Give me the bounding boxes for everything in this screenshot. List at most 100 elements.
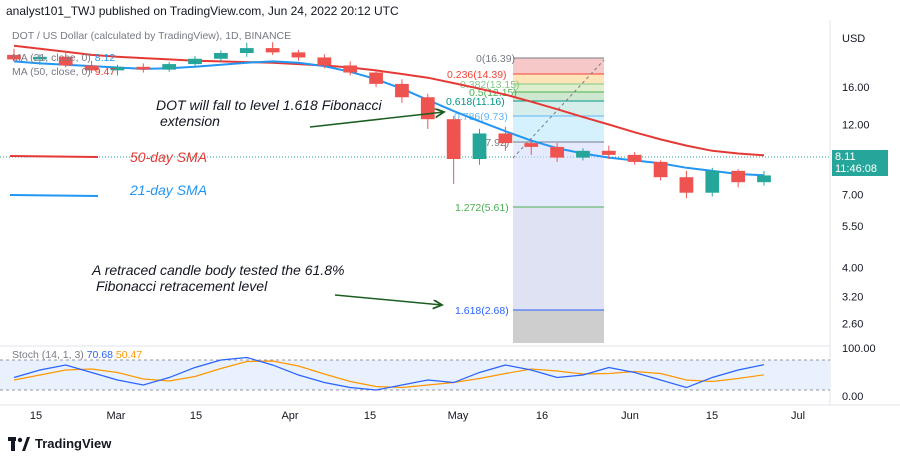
candle-body (239, 48, 254, 54)
price-tick: 3.20 (842, 291, 863, 303)
candle-body (653, 161, 668, 178)
last-price-tag: 8.11 11:46:08 (832, 150, 888, 176)
candle-body (32, 56, 47, 60)
time-tick: May (448, 410, 469, 422)
annotation-arrow (334, 294, 442, 305)
annotation-fall-text: DOT will fall to level 1.618 Fibonacci ex… (156, 97, 383, 129)
candle-body (188, 58, 202, 65)
stoch-k-line (13, 356, 765, 391)
candle-body (524, 143, 539, 147)
time-tick: 16 (536, 410, 548, 422)
candle-body (369, 72, 383, 84)
fib-band (513, 74, 604, 84)
fib-level-label: 1.618(2.68) (455, 305, 509, 317)
time-tick: Jul (791, 410, 805, 422)
ma21-label: MA (21, close, 0) (12, 52, 91, 64)
candle-body (395, 83, 409, 98)
candle-body (136, 66, 151, 70)
sma50-key-label: 50-day SMA (130, 149, 207, 165)
fib-band (513, 92, 604, 101)
sma50-key-line (9, 155, 99, 158)
price-tick: 16.00 (842, 82, 870, 94)
time-tick: 15 (30, 410, 42, 422)
stoch-legend: Stoch (14, 1, 3) 70.68 50.47 (12, 349, 142, 361)
time-tick: Apr (281, 410, 298, 422)
candle-body (162, 64, 177, 70)
candle-body (679, 177, 694, 193)
time-tick: 15 (706, 410, 718, 422)
sma50-line (13, 44, 765, 157)
fib-band (513, 58, 604, 74)
candle-body (58, 56, 73, 66)
axis-labels: 16.0012.009.007.005.504.003.202.60USD15M… (30, 33, 870, 422)
time-tick: 15 (364, 410, 376, 422)
fib-level-label: 0(16.39) (476, 53, 515, 65)
stoch-label: Stoch (14, 1, 3) (12, 349, 84, 361)
candle-body (265, 48, 280, 53)
annotation-retrace-text: A retraced candle body tested the 61.8% F… (91, 262, 344, 294)
candle-body (627, 154, 642, 162)
stoch-k-value: 70.68 (86, 349, 113, 361)
ma21-value: 8.12 (94, 52, 116, 64)
candle-body (291, 52, 306, 58)
candle-body (110, 66, 125, 71)
publish-header: analyst101_TWJ published on TradingView.… (6, 4, 399, 18)
candles (7, 42, 771, 199)
stoch-tick: 100.00 (842, 343, 876, 355)
price-tick: 4.00 (842, 262, 863, 274)
fib-band (513, 310, 604, 343)
candle-body (214, 53, 228, 59)
ma50-legend: MA (50, close, 0) 9.47 (12, 66, 115, 78)
candle-body (731, 170, 746, 183)
sma21-key-label: 21-day SMA (129, 182, 207, 198)
stoch-pane: 100.00 0.00 (0, 343, 876, 403)
fib-level-label: 0.618(11.16) (446, 96, 505, 108)
annotation-arrow (309, 112, 444, 128)
stoch-tick: 0.00 (842, 391, 863, 403)
candle-body (317, 57, 332, 66)
grid (0, 20, 900, 406)
price-tick: 5.50 (842, 221, 863, 233)
brand-name: TradingView (35, 436, 112, 451)
time-tick: Mar (107, 410, 126, 422)
candle-body (84, 65, 99, 71)
tradingview-logo-icon (8, 436, 30, 451)
candle-body (420, 97, 435, 120)
fibonacci-zone: 0(16.39)0.236(14.39)0.382(13.15)0.5(12.1… (446, 53, 605, 343)
fib-band (513, 116, 604, 142)
candle-body (757, 175, 771, 183)
fib-band (513, 84, 604, 92)
price-tick: 7.00 (842, 190, 863, 202)
candle-body (498, 133, 513, 144)
symbol-legend: DOT / US Dollar (calculated by TradingVi… (12, 30, 291, 42)
footer-brand[interactable]: TradingView (8, 436, 111, 451)
candle-body (576, 150, 590, 158)
candle-body (550, 146, 564, 158)
moving-averages (13, 44, 765, 177)
annotations: DOT will fall to level 1.618 Fibonacci ex… (9, 97, 444, 305)
price-tick: 12.00 (842, 119, 870, 131)
bar-countdown: 11:46:08 (835, 163, 878, 175)
fib-level-label: 0.236(14.39) (447, 69, 507, 81)
candle-body (472, 133, 487, 160)
time-tick: 15 (190, 410, 202, 422)
fib-level-label: 0.786(9.73) (454, 111, 508, 123)
price-tick: 2.60 (842, 318, 863, 330)
candle-body (705, 170, 720, 193)
ma50-value: 9.47 (94, 66, 116, 78)
stoch-band (0, 360, 830, 390)
candle-body (601, 150, 616, 155)
ma21-legend: MA (21, close, 0) 8.12 (12, 52, 115, 64)
stoch-d-value: 50.47 (115, 349, 143, 361)
time-tick: Jun (621, 410, 639, 422)
candle-body (7, 54, 21, 60)
fib-level-label: 1.272(5.61) (455, 202, 509, 214)
fib-band (513, 207, 604, 310)
sma21-key-line (9, 194, 99, 197)
symbol-label: DOT / US Dollar (calculated by TradingVi… (12, 30, 292, 42)
last-price-value: 8.11 (835, 151, 856, 163)
candle-body (343, 65, 358, 73)
candle-body (446, 119, 461, 160)
ma50-label: MA (50, close, 0) (12, 66, 91, 78)
